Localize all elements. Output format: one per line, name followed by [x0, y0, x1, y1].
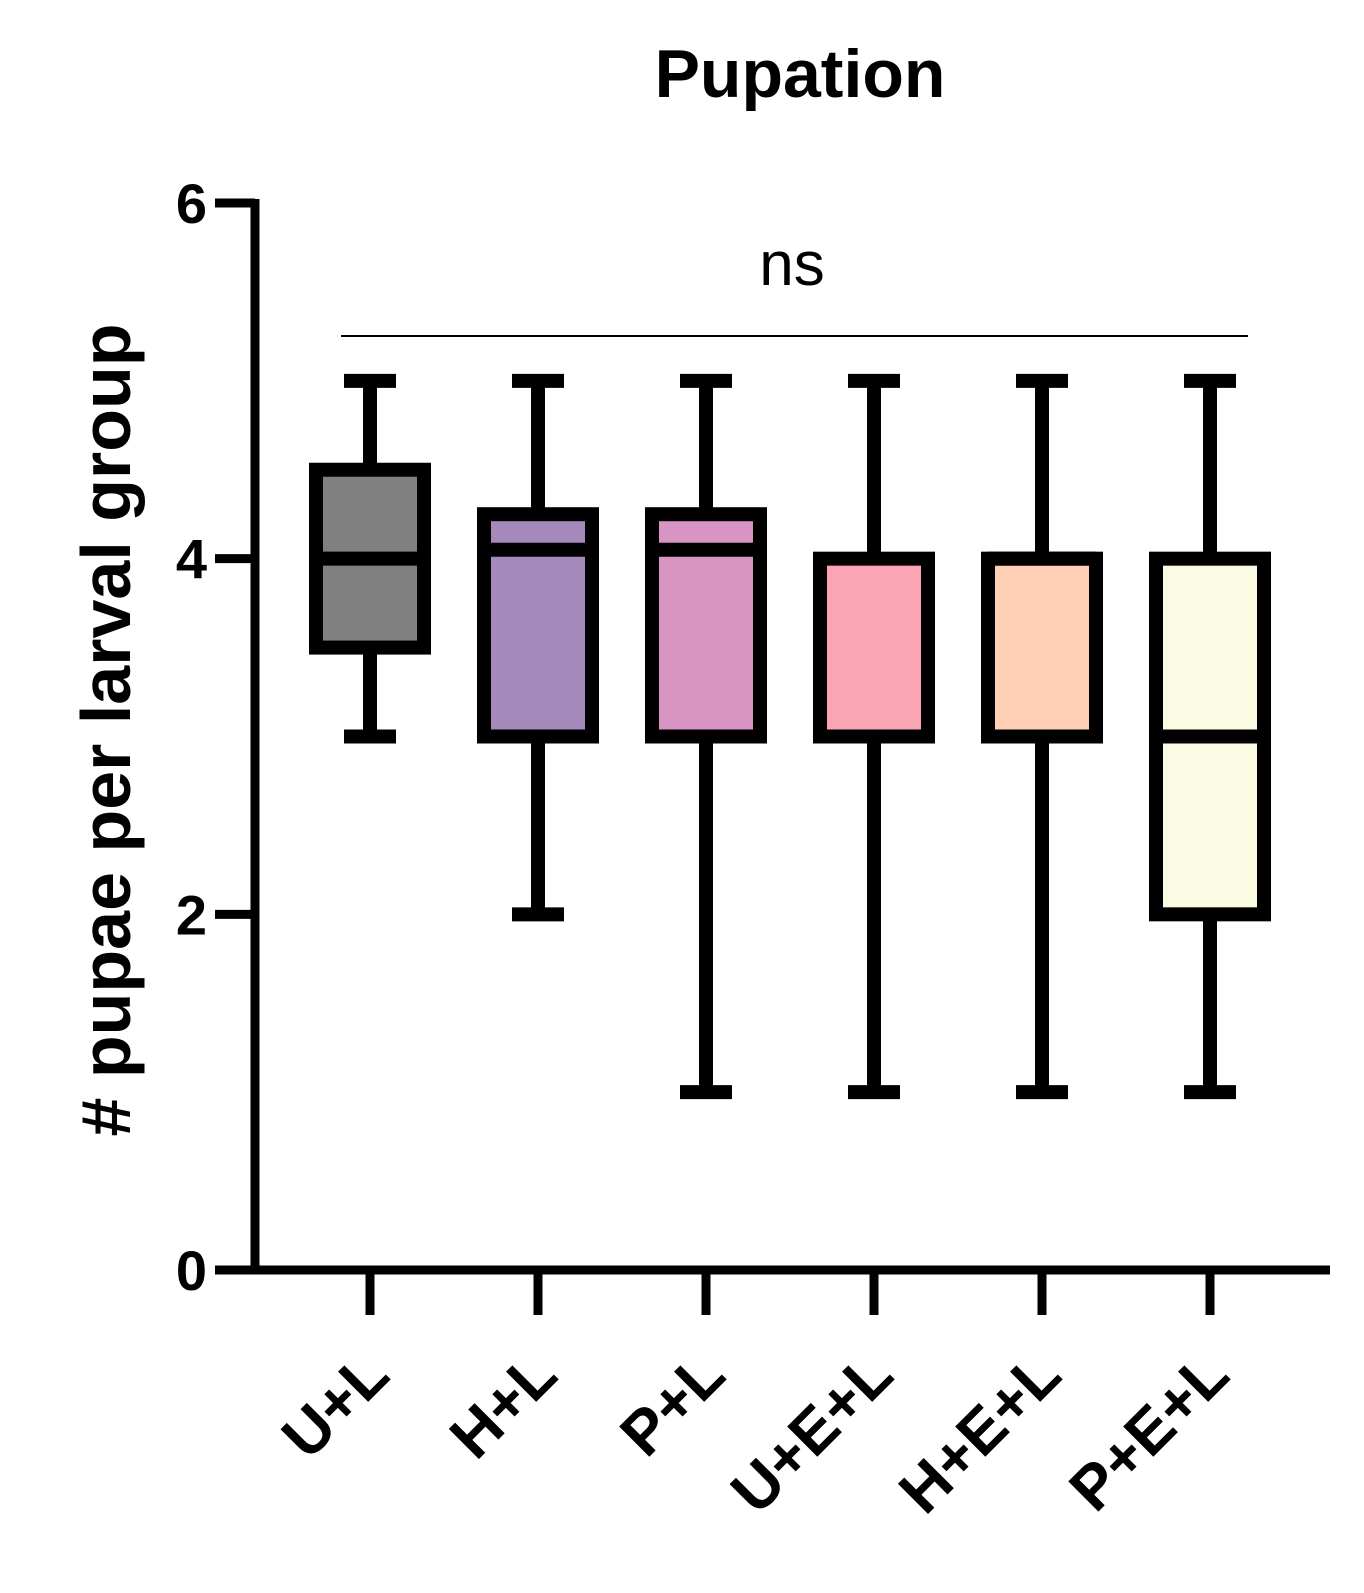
- iqr-box: [981, 551, 1103, 744]
- box-U+L: [309, 373, 431, 744]
- box-H+L: [477, 373, 599, 922]
- x-tick-label: H+E+L: [886, 1339, 1074, 1527]
- box-H+E+L: [981, 373, 1103, 1100]
- significance-label: ns: [759, 230, 824, 299]
- y-axis: 0 2 4 6: [176, 172, 260, 1302]
- y-tick-label: 2: [176, 883, 207, 946]
- x-tick-label: U+E+L: [718, 1339, 906, 1527]
- y-tick-label: 6: [176, 172, 207, 235]
- y-tick-label: 4: [176, 528, 207, 591]
- x-tick-label: H+L: [437, 1339, 570, 1472]
- y-axis-label: # pupae per larval group: [67, 324, 145, 1137]
- x-tick-label: U+L: [269, 1339, 402, 1472]
- iqr-box: [813, 551, 935, 744]
- box-P+L: [645, 373, 767, 1100]
- x-axis: U+L H+L P+LU+E+LH+E+LP+E+L: [251, 1265, 1330, 1527]
- y-tick-label: 0: [176, 1239, 207, 1302]
- x-tick-label: P+E+L: [1057, 1339, 1242, 1524]
- boxes: [309, 373, 1271, 1100]
- box-U+E+L: [813, 373, 935, 1100]
- x-tick-label: P+L: [607, 1339, 737, 1469]
- box-P+E+L: [1149, 373, 1271, 1100]
- chart-title: Pupation: [655, 36, 946, 112]
